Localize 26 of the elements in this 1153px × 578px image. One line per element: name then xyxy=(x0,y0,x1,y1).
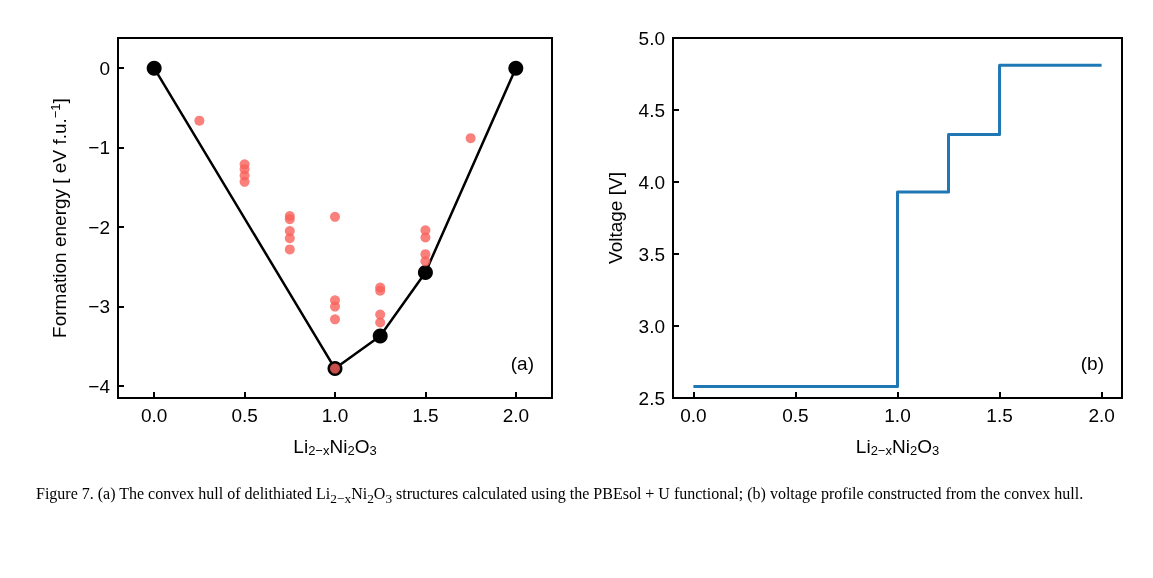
y-tick-label: 4.5 xyxy=(638,99,665,121)
y-tick-label: −1 xyxy=(88,137,110,159)
x-tick-label: 1.0 xyxy=(321,405,349,426)
x-tick-label: 1.5 xyxy=(986,405,1013,426)
y-tick-label: 5.0 xyxy=(638,27,665,49)
x-tick-label: 2.0 xyxy=(1088,405,1115,426)
annotation: (a) xyxy=(510,353,535,374)
y-axis-title: Voltage [V] xyxy=(605,172,626,264)
x-tick-label: 1.0 xyxy=(884,405,911,426)
y-tick-label: 3.5 xyxy=(638,243,665,265)
x-tick-label: 0.0 xyxy=(680,405,707,426)
y-tick-label: −4 xyxy=(88,375,111,397)
x-tick-label: 0.5 xyxy=(782,405,809,426)
y-tick-label: −3 xyxy=(88,296,110,318)
y-axis-title: Formation energy [ eV f.u.−1] xyxy=(48,98,70,338)
y-tick-label: 4.0 xyxy=(638,171,665,193)
y-tick-label: 3.0 xyxy=(638,315,665,337)
x-tick-label: 2.0 xyxy=(502,405,530,426)
y-tick-label: −2 xyxy=(88,216,110,238)
x-tick-label: 0.0 xyxy=(140,405,168,426)
annotation: (b) xyxy=(1080,353,1105,374)
x-tick-label: 0.5 xyxy=(231,405,258,426)
y-tick-label: 0 xyxy=(99,57,110,79)
caption: Figure 7. (a) The convex hull of delithiated Li$_{2−x}$Ni$_{2}$O$_{3}$ structures calculated using the PBEsol + U functional; (b) voltage profile constructed from the convex hull. xyxy=(35,484,1085,509)
y-tick-label: 2.5 xyxy=(638,387,665,409)
x-tick-label: 1.5 xyxy=(412,405,439,426)
